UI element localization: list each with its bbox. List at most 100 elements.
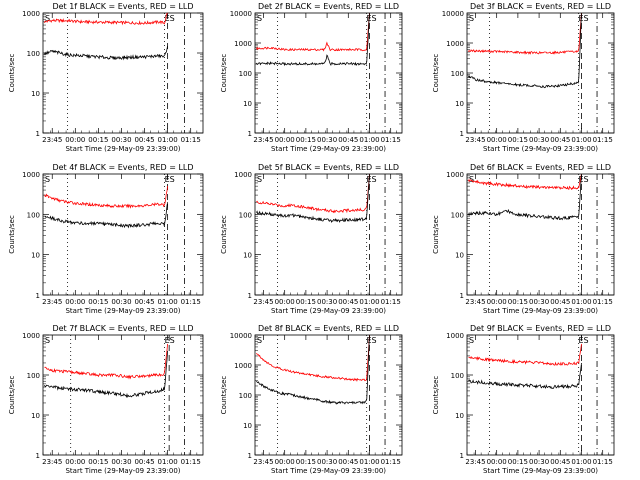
y-axis-label: Counts/sec bbox=[220, 215, 228, 254]
plot-frame bbox=[42, 334, 204, 456]
x-tick-label: 00:15 bbox=[508, 458, 528, 466]
panel-7: Det 7f BLACK = Events, RED = LLD 1 10 100 10… bbox=[8, 324, 204, 475]
x-tick-label: 00:30 bbox=[111, 458, 131, 466]
x-tick-label: 00:45 bbox=[134, 136, 154, 144]
lld-series-line bbox=[256, 173, 370, 214]
y-axis-label: Counts/sec bbox=[432, 376, 440, 415]
y-tick-label: 1000 bbox=[234, 171, 252, 179]
plot-frame bbox=[254, 334, 403, 456]
x-tick-label: 00:15 bbox=[88, 298, 108, 306]
end-marker: ES bbox=[165, 14, 175, 23]
x-tick-label: 01:00 bbox=[158, 136, 178, 144]
x-tick-label: 00:45 bbox=[338, 136, 358, 144]
x-tick-label: 23:45 bbox=[42, 458, 62, 466]
y-tick-label: 100 bbox=[27, 50, 40, 58]
x-tick-label: 00:45 bbox=[550, 136, 570, 144]
x-tick-label: 23:45 bbox=[42, 298, 62, 306]
x-tick-label: 00:00 bbox=[65, 458, 85, 466]
plot-frame bbox=[466, 173, 615, 296]
events-series-line bbox=[44, 45, 168, 61]
y-tick-label: 1000 bbox=[22, 332, 40, 340]
y-tick-label: 10 bbox=[243, 100, 252, 108]
x-tick-label: 00:30 bbox=[529, 298, 549, 306]
y-tick-label: 100 bbox=[451, 372, 464, 380]
x-tick-label: 00:00 bbox=[275, 136, 295, 144]
x-tick-label: 00:00 bbox=[487, 298, 507, 306]
events-series-line bbox=[256, 173, 370, 223]
plot-frame bbox=[466, 334, 615, 456]
x-axis-label: Start Time (29-May-09 23:39:00) bbox=[483, 307, 598, 315]
y-tick-label: 100 bbox=[239, 70, 252, 78]
start-marker: S bbox=[469, 336, 474, 345]
panel-title: Det 4f BLACK = Events, RED = LLD bbox=[52, 163, 193, 172]
panel-title: Det 7f BLACK = Events, RED = LLD bbox=[52, 324, 193, 333]
end-marker: ES bbox=[578, 336, 588, 345]
x-tick-label: 00:45 bbox=[550, 458, 570, 466]
y-tick-label: 1 bbox=[460, 130, 464, 138]
end-marker: ES bbox=[578, 14, 588, 23]
x-tick-label: 00:45 bbox=[338, 458, 358, 466]
x-tick-label: 00:30 bbox=[317, 136, 337, 144]
y-tick-label: 1000 bbox=[22, 171, 40, 179]
x-tick-label: 00:45 bbox=[134, 458, 154, 466]
x-tick-label: 23:45 bbox=[465, 298, 485, 306]
panel-1: Det 1f BLACK = Events, RED = LLD 1 10 100 10… bbox=[8, 2, 204, 153]
y-tick-label: 10 bbox=[31, 90, 40, 98]
x-tick-label: 00:00 bbox=[275, 298, 295, 306]
y-tick-label: 100 bbox=[27, 372, 40, 380]
panel-title: Det 9f BLACK = Events, RED = LLD bbox=[470, 324, 611, 333]
x-tick-label: 23:45 bbox=[42, 136, 62, 144]
panel-title: Det 2f BLACK = Events, RED = LLD bbox=[258, 2, 399, 11]
x-tick-label: 00:30 bbox=[111, 136, 131, 144]
y-tick-label: 1 bbox=[36, 292, 40, 300]
y-tick-label: 10000 bbox=[230, 332, 252, 340]
y-tick-label: 1000 bbox=[446, 40, 464, 48]
x-tick-label: 00:45 bbox=[550, 298, 570, 306]
y-axis-label: Counts/sec bbox=[8, 376, 16, 415]
x-tick-label: 00:00 bbox=[487, 458, 507, 466]
x-tick-label: 01:00 bbox=[359, 458, 379, 466]
panel-title: Det 6f BLACK = Events, RED = LLD bbox=[470, 163, 611, 172]
panel-6: Det 6f BLACK = Events, RED = LLD 1 10 100 10… bbox=[432, 163, 615, 315]
y-tick-label: 10 bbox=[243, 252, 252, 260]
y-tick-label: 1000 bbox=[446, 171, 464, 179]
x-axis-label: Start Time (29-May-09 23:39:00) bbox=[483, 467, 598, 475]
x-tick-label: 23:45 bbox=[465, 458, 485, 466]
y-tick-label: 10 bbox=[243, 422, 252, 430]
events-series-line bbox=[468, 12, 582, 89]
x-tick-label: 01:15 bbox=[593, 298, 613, 306]
panel-4: Det 4f BLACK = Events, RED = LLD 1 10 100 10… bbox=[8, 163, 204, 315]
plot-frame bbox=[254, 173, 403, 296]
panel-3: Det 3f BLACK = Events, RED = LLD 1 10 100 10… bbox=[432, 2, 615, 153]
x-tick-label: 01:15 bbox=[593, 458, 613, 466]
events-series-line bbox=[44, 202, 168, 229]
x-tick-label: 00:30 bbox=[317, 298, 337, 306]
y-axis-label: Counts/sec bbox=[432, 54, 440, 93]
lld-series-line bbox=[468, 173, 582, 191]
x-axis-label: Start Time (29-May-09 23:39:00) bbox=[65, 307, 180, 315]
y-axis-label: Counts/sec bbox=[220, 376, 228, 415]
x-axis-label: Start Time (29-May-09 23:39:00) bbox=[271, 145, 386, 153]
end-marker: ES bbox=[578, 175, 588, 184]
lld-series-line bbox=[468, 12, 582, 55]
x-tick-label: 00:30 bbox=[529, 136, 549, 144]
x-tick-label: 01:00 bbox=[571, 458, 591, 466]
y-tick-label: 10 bbox=[31, 252, 40, 260]
x-tick-label: 00:30 bbox=[111, 298, 131, 306]
plot-frame bbox=[466, 12, 615, 134]
x-tick-label: 00:15 bbox=[296, 298, 316, 306]
y-tick-label: 100 bbox=[239, 211, 252, 219]
y-axis-label: Counts/sec bbox=[8, 215, 16, 254]
start-marker: S bbox=[469, 14, 474, 23]
lld-series-line bbox=[44, 343, 168, 380]
y-tick-label: 1000 bbox=[446, 332, 464, 340]
x-tick-label: 00:30 bbox=[529, 458, 549, 466]
events-series-line bbox=[468, 173, 582, 221]
end-marker: ES bbox=[366, 14, 376, 23]
x-tick-label: 01:15 bbox=[381, 298, 401, 306]
panel-2: Det 2f BLACK = Events, RED = LLD 1 10 100 10… bbox=[220, 2, 403, 153]
y-tick-label: 10000 bbox=[230, 10, 252, 18]
y-axis-label: Counts/sec bbox=[432, 215, 440, 254]
x-tick-label: 00:15 bbox=[88, 136, 108, 144]
